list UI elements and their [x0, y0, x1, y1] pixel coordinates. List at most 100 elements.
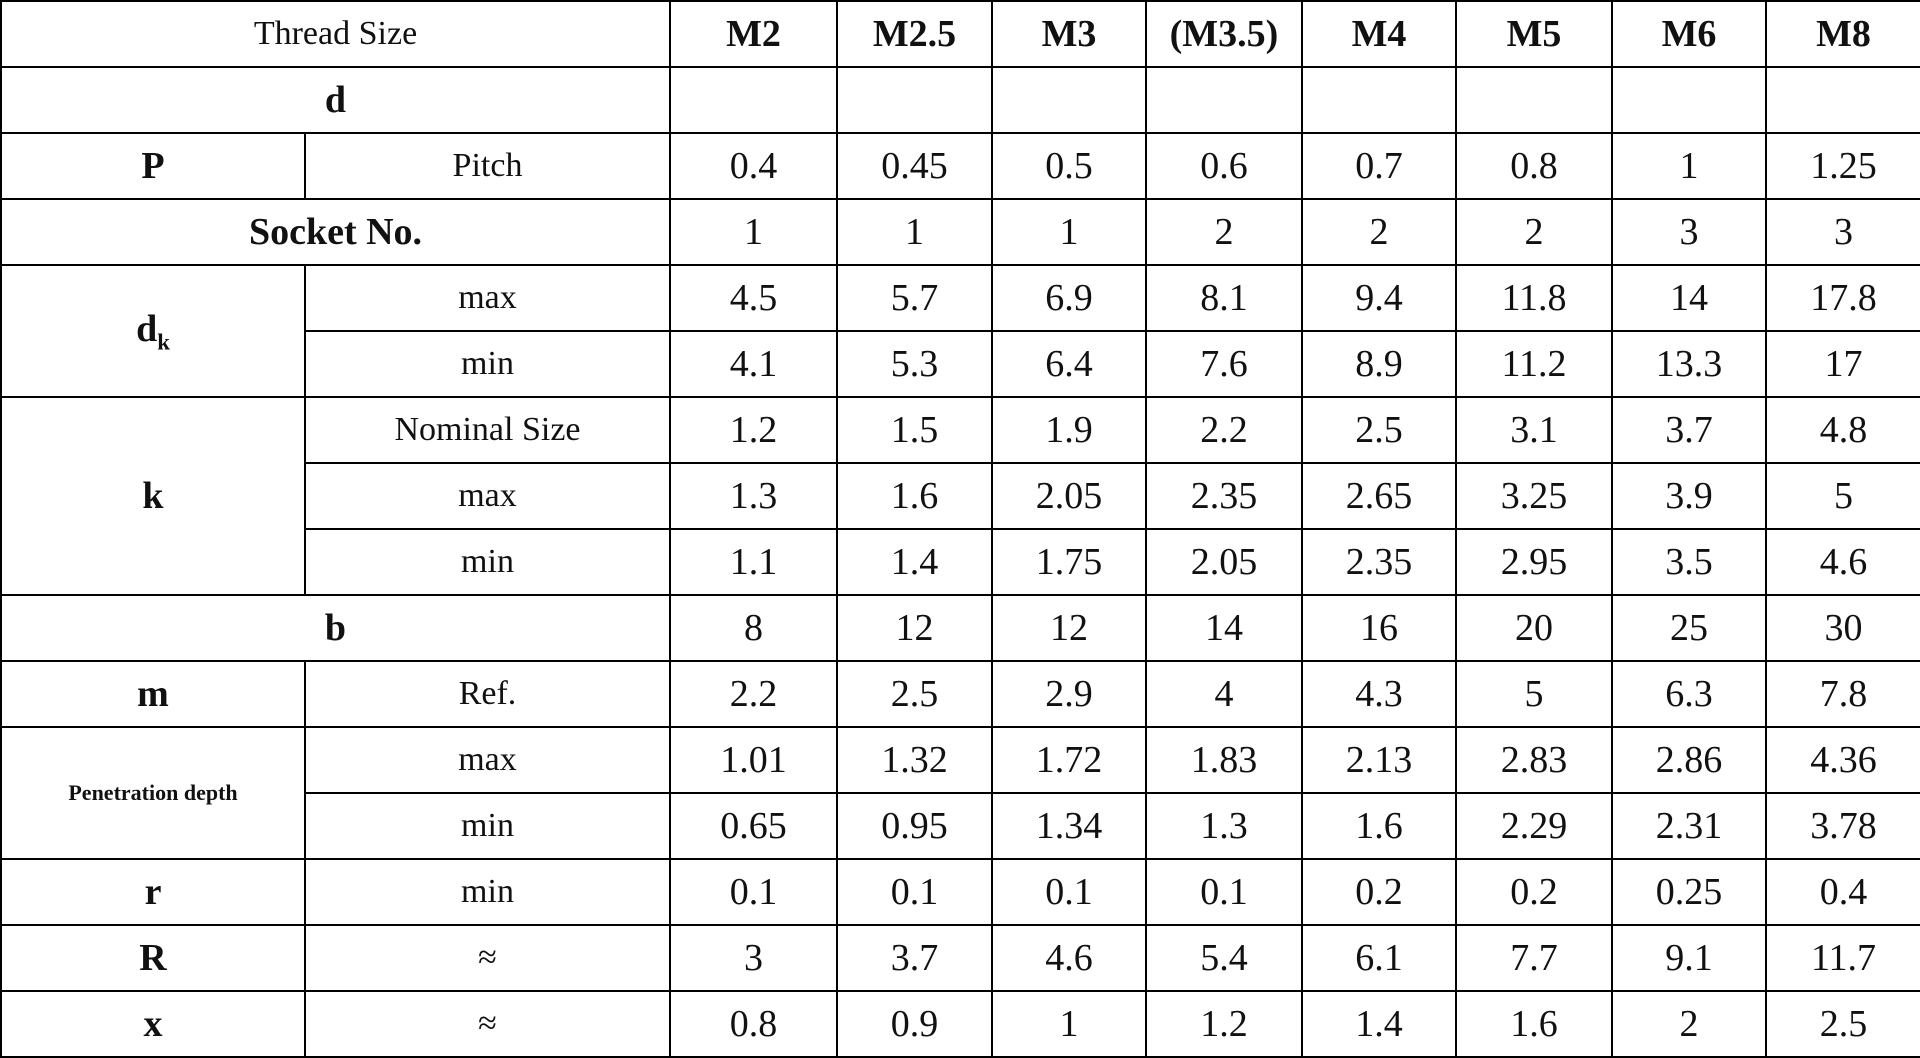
value-cell: 20 — [1455, 594, 1613, 662]
value-cell: 5 — [1455, 660, 1613, 728]
value-cell: 0.4 — [669, 132, 838, 200]
empty-cell — [836, 66, 993, 134]
value-cell: 1.6 — [1301, 792, 1457, 860]
value-cell: 2.5 — [836, 660, 993, 728]
value-cell: 0.95 — [836, 792, 993, 860]
value-cell: 2.31 — [1611, 792, 1767, 860]
value-cell: 0.1 — [669, 858, 838, 926]
value-cell: 7.6 — [1145, 330, 1303, 398]
value-cell: 1.6 — [1455, 990, 1613, 1058]
thread-size: M4 — [1301, 0, 1457, 68]
value-cell: 7.7 — [1455, 924, 1613, 992]
thread-size: M3 — [991, 0, 1147, 68]
value-cell: 2.9 — [991, 660, 1147, 728]
row-label: k — [0, 396, 306, 596]
row-label: Penetration depth — [0, 726, 306, 860]
value-cell: 2.2 — [1145, 396, 1303, 464]
value-cell: 1.2 — [669, 396, 838, 464]
value-cell: 2.13 — [1301, 726, 1457, 794]
value-cell: 0.45 — [836, 132, 993, 200]
label-text: m — [137, 673, 169, 715]
value-cell: 3.5 — [1611, 528, 1767, 596]
value-cell: 3.1 — [1455, 396, 1613, 464]
row-sublabel: ≈ — [304, 924, 671, 992]
value-cell: 1 — [991, 198, 1147, 266]
header-label: Thread Size — [0, 0, 671, 68]
value-cell: 6.3 — [1611, 660, 1767, 728]
table-row: min 1.1 1.4 1.75 2.05 2.35 2.95 3.5 4.6 — [1, 528, 1920, 596]
row-label: d — [0, 66, 671, 134]
empty-cell — [669, 66, 838, 134]
row-sublabel: Nominal Size — [304, 396, 671, 464]
row-sublabel: max — [304, 462, 671, 530]
value-cell: 1.3 — [1145, 792, 1303, 860]
table-row: dk max 4.5 5.7 6.9 8.1 9.4 11.8 14 17.8 — [0, 264, 1920, 398]
value-cell: 1.34 — [991, 792, 1147, 860]
value-cell: 0.6 — [1145, 132, 1303, 200]
value-cell: 2.83 — [1455, 726, 1613, 794]
value-cell: 0.25 — [1611, 858, 1767, 926]
row-label: m — [0, 660, 306, 728]
row-sublabel: max — [304, 264, 671, 332]
value-cell: 2.05 — [991, 462, 1147, 530]
value-cell: 1.3 — [669, 462, 838, 530]
value-cell: 11.2 — [1455, 330, 1613, 398]
row-sublabel: min — [304, 858, 671, 926]
label-text: r — [144, 871, 162, 913]
value-cell: 2.29 — [1455, 792, 1613, 860]
value-cell: 8.9 — [1301, 330, 1457, 398]
table-row: x ≈0.8 0.9 1 1.2 1.4 1.6 2 2.5 — [0, 990, 1920, 1058]
label-text: b — [324, 607, 347, 649]
value-cell: 8 — [669, 594, 838, 662]
value-cell: 2.95 — [1455, 528, 1613, 596]
value-cell: 1 — [1611, 132, 1767, 200]
label-text: x — [143, 1003, 163, 1045]
value-cell: 2 — [1301, 198, 1457, 266]
value-cell: 16 — [1301, 594, 1457, 662]
empty-cell — [1765, 66, 1920, 134]
value-cell: 0.7 — [1301, 132, 1457, 200]
value-cell: 3.25 — [1455, 462, 1613, 530]
value-cell: 1.01 — [669, 726, 838, 794]
empty-cell — [1145, 66, 1303, 134]
value-cell: 4.6 — [1765, 528, 1920, 596]
value-cell: 4.8 — [1765, 396, 1920, 464]
row-label: R — [0, 924, 306, 992]
value-cell: 0.1 — [836, 858, 993, 926]
value-cell: 6.1 — [1301, 924, 1457, 992]
value-cell: 6.4 — [991, 330, 1147, 398]
value-cell: 1.6 — [836, 462, 993, 530]
label-text: Socket No. — [248, 211, 423, 253]
label-text: R — [139, 937, 167, 979]
value-cell: 0.2 — [1301, 858, 1457, 926]
row-sublabel: ≈ — [304, 990, 671, 1058]
value-cell: 4.3 — [1301, 660, 1457, 728]
label-text: Penetration depth — [68, 780, 238, 805]
value-cell: 8.1 — [1145, 264, 1303, 332]
value-cell: 3 — [669, 924, 838, 992]
value-cell: 1.72 — [991, 726, 1147, 794]
value-cell: 1.5 — [836, 396, 993, 464]
value-cell: 3.7 — [1611, 396, 1767, 464]
value-cell: 0.1 — [991, 858, 1147, 926]
value-cell: 0.8 — [1455, 132, 1613, 200]
value-cell: 1 — [669, 198, 838, 266]
value-cell: 1.32 — [836, 726, 993, 794]
value-cell: 1.9 — [991, 396, 1147, 464]
value-cell: 7.8 — [1765, 660, 1920, 728]
empty-cell — [1611, 66, 1767, 134]
value-cell: 14 — [1145, 594, 1303, 662]
value-cell: 3.9 — [1611, 462, 1767, 530]
value-cell: 1.2 — [1145, 990, 1303, 1058]
table-row: min 0.65 0.95 1.34 1.3 1.6 2.29 2.31 3.78 — [1, 792, 1920, 860]
value-cell: 11.7 — [1765, 924, 1920, 992]
value-cell: 0.2 — [1455, 858, 1613, 926]
value-cell: 12 — [991, 594, 1147, 662]
row-sublabel: max — [304, 726, 671, 794]
table-row: d — [0, 66, 1920, 134]
value-cell: 17 — [1765, 330, 1920, 398]
value-cell: 2.05 — [1145, 528, 1303, 596]
value-cell: 3.78 — [1765, 792, 1920, 860]
value-cell: 2.2 — [669, 660, 838, 728]
